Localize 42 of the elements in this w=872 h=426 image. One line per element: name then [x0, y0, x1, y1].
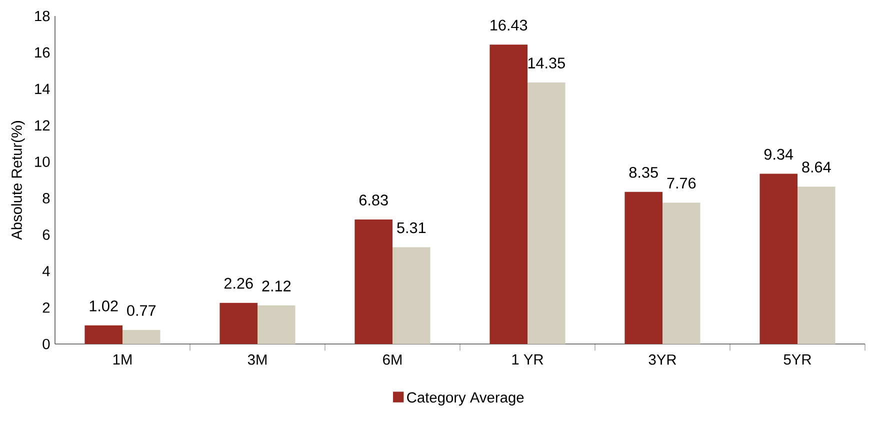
- data-label: 6.83: [359, 194, 388, 206]
- bar: [84, 325, 122, 344]
- x-tick-label: 1M: [113, 354, 132, 364]
- data-label: 14.35: [528, 58, 565, 68]
- data-label: 1.02: [90, 300, 118, 312]
- data-label: 16.43: [490, 20, 528, 31]
- y-tick-label: 4: [42, 266, 50, 276]
- y-tick-label: 0: [42, 338, 50, 350]
- y-tick-label: 12: [35, 120, 50, 130]
- x-tick-label: 3YR: [648, 354, 676, 365]
- bar: [354, 220, 392, 344]
- data-label: 8.35: [629, 166, 658, 178]
- bar: [528, 82, 566, 344]
- bar: [122, 330, 160, 344]
- data-label: 5.31: [397, 222, 426, 234]
- bar: [760, 174, 798, 344]
- bar: [258, 305, 296, 344]
- data-label: 8.64: [802, 162, 831, 173]
- y-tick-label: 10: [35, 156, 50, 167]
- y-tick-label: 14: [35, 84, 50, 94]
- y-tick-label: 16: [35, 47, 50, 58]
- data-label: 7.76: [667, 178, 696, 189]
- y-tick-label: 8: [42, 193, 50, 204]
- bar: [490, 44, 528, 344]
- bar: [220, 302, 258, 344]
- bar: [798, 186, 836, 344]
- data-label: 2.12: [262, 280, 291, 292]
- bar: [392, 247, 430, 344]
- legend-label: Category Average: [407, 392, 524, 406]
- y-axis-title: Absolute Retur(%): [11, 121, 25, 240]
- data-label: 9.34: [764, 148, 794, 160]
- x-tick-label: 1 YR: [512, 354, 544, 364]
- y-tick-label: 6: [42, 229, 50, 240]
- y-tick-label: 2: [42, 302, 50, 313]
- x-tick-label: 5YR: [784, 354, 812, 365]
- x-tick-label: 6M: [383, 354, 402, 365]
- y-tick-label: 18: [35, 10, 50, 22]
- x-tick-label: 3M: [248, 354, 266, 365]
- bar: [662, 202, 700, 344]
- data-label: 2.26: [224, 278, 253, 289]
- data-label: 0.77: [127, 305, 156, 316]
- bar: [624, 192, 662, 344]
